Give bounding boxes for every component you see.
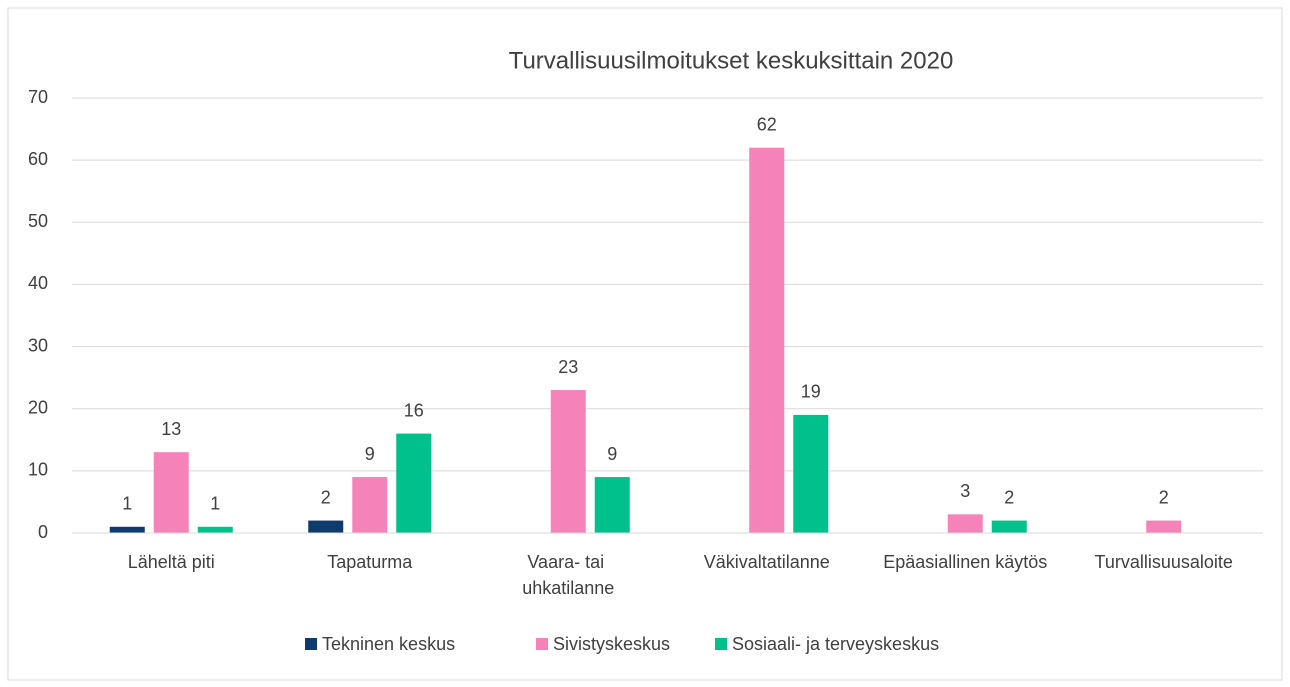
data-label: 16	[404, 400, 424, 420]
bar	[396, 433, 432, 533]
y-tick-label: 50	[28, 211, 48, 231]
bar	[109, 526, 145, 533]
data-label: 2	[321, 487, 331, 507]
legend-label: Sivistyskeskus	[553, 634, 670, 654]
y-tick-label: 70	[28, 87, 48, 107]
bar	[594, 477, 630, 533]
data-label: 19	[801, 382, 821, 402]
bar	[550, 390, 586, 533]
data-label: 3	[960, 481, 970, 501]
bar	[352, 477, 388, 533]
data-label: 9	[607, 444, 617, 464]
chart-border	[7, 7, 1283, 681]
x-tick-label: Epäasiallinen käytös	[883, 552, 1047, 572]
data-label: 62	[757, 114, 777, 134]
y-tick-label: 30	[28, 335, 48, 355]
bar	[947, 514, 983, 533]
data-label: 1	[210, 494, 220, 514]
data-label: 2	[1004, 487, 1014, 507]
y-tick-label: 0	[38, 522, 48, 542]
data-label: 2	[1159, 487, 1169, 507]
x-tick-label: Tapaturma	[327, 552, 413, 572]
data-label: 13	[161, 419, 181, 439]
x-tick-label: Turvallisuusaloite	[1095, 552, 1233, 572]
y-tick-label: 10	[28, 460, 48, 480]
x-tick-label: Vaara- tai uhkatilanne	[522, 552, 614, 598]
data-label: 1	[122, 494, 132, 514]
data-label: 9	[365, 444, 375, 464]
y-tick-label: 20	[28, 397, 48, 417]
legend-swatch	[715, 638, 727, 650]
bar	[197, 526, 233, 533]
legend-label: Tekninen keskus	[322, 634, 455, 654]
legend-swatch	[305, 638, 317, 650]
y-tick-label: 60	[28, 149, 48, 169]
bar	[308, 520, 344, 533]
legend-swatch	[536, 638, 548, 650]
bar	[1146, 520, 1182, 533]
legend-label: Sosiaali- ja terveyskeskus	[732, 634, 939, 654]
chart-title: Turvallisuusilmoitukset keskuksittain 20…	[509, 47, 954, 74]
bar	[749, 147, 785, 533]
data-label: 23	[558, 357, 578, 377]
bar	[153, 452, 189, 533]
x-tick-label: Läheltä piti	[128, 552, 215, 572]
bar	[793, 414, 829, 533]
y-tick-label: 40	[28, 273, 48, 293]
x-tick-label: Väkivaltatilanne	[704, 552, 830, 572]
bar	[991, 520, 1027, 533]
